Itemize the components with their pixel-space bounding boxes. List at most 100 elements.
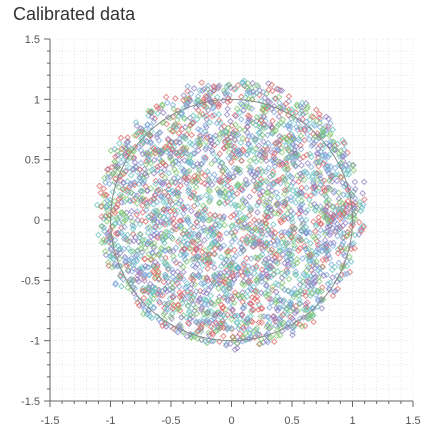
- data-point: [286, 132, 293, 139]
- data-point: [129, 225, 137, 233]
- data-point: [317, 181, 325, 188]
- data-point: [284, 324, 291, 331]
- data-point: [233, 271, 240, 279]
- data-point: [190, 189, 198, 197]
- data-point: [275, 304, 283, 312]
- data-point: [197, 126, 204, 134]
- data-point: [210, 312, 218, 319]
- data-point: [248, 294, 256, 301]
- data-point: [315, 274, 323, 281]
- data-point: [182, 169, 189, 177]
- data-point: [272, 229, 279, 237]
- data-point: [243, 151, 251, 158]
- data-point: [181, 233, 189, 241]
- data-point: [198, 323, 205, 331]
- data-point: [162, 323, 170, 330]
- data-point: [281, 190, 288, 198]
- data-point: [208, 140, 216, 147]
- data-point: [105, 262, 112, 269]
- data-point: [233, 190, 241, 197]
- data-point: [223, 82, 231, 90]
- data-point: [187, 90, 195, 98]
- data-point: [216, 135, 223, 142]
- data-point: [114, 162, 121, 170]
- data-point: [100, 185, 108, 193]
- data-point: [138, 302, 146, 310]
- data-point: [193, 310, 200, 317]
- data-point: [191, 143, 199, 150]
- data-point: [157, 147, 164, 155]
- data-point: [252, 121, 259, 129]
- data-point: [293, 123, 300, 131]
- data-point: [120, 235, 128, 242]
- data-point: [211, 245, 219, 252]
- data-point: [256, 134, 264, 141]
- data-point: [208, 160, 215, 168]
- data-point: [212, 318, 219, 326]
- data-point: [254, 254, 261, 262]
- data-point: [164, 135, 172, 143]
- data-point: [296, 296, 303, 304]
- data-point: [256, 190, 264, 198]
- data-point: [253, 226, 260, 234]
- x-tick-label: 0: [228, 415, 234, 427]
- data-point: [215, 111, 223, 118]
- data-point: [227, 185, 235, 192]
- data-point: [301, 136, 308, 144]
- data-point: [199, 248, 206, 256]
- data-point: [320, 184, 328, 192]
- data-point: [195, 195, 202, 202]
- data-point: [263, 189, 270, 197]
- data-point: [295, 178, 303, 185]
- data-point: [259, 246, 267, 254]
- data-point: [155, 251, 163, 259]
- data-point: [351, 215, 359, 223]
- data-point: [228, 315, 235, 323]
- data-point: [234, 180, 242, 188]
- data-point: [297, 145, 305, 153]
- data-point: [148, 113, 156, 121]
- data-point: [115, 262, 123, 270]
- data-point: [300, 314, 307, 321]
- data-point: [188, 178, 196, 186]
- data-point: [169, 269, 177, 276]
- data-point: [291, 225, 298, 233]
- data-point: [295, 191, 303, 198]
- data-point: [242, 181, 250, 188]
- data-point: [311, 184, 318, 191]
- data-point: [184, 319, 192, 327]
- data-point: [291, 150, 299, 157]
- data-point: [226, 171, 233, 178]
- data-point: [137, 125, 145, 132]
- data-point: [295, 116, 303, 124]
- data-point: [309, 257, 317, 264]
- data-point: [333, 224, 341, 232]
- data-point: [198, 336, 205, 344]
- data-point: [111, 145, 119, 153]
- data-point: [158, 233, 166, 240]
- data-point: [346, 253, 353, 261]
- data-point: [359, 189, 366, 197]
- data-point: [329, 242, 337, 250]
- data-point: [202, 146, 209, 153]
- data-point: [273, 85, 281, 93]
- data-point: [187, 152, 194, 159]
- data-point: [210, 272, 218, 280]
- data-point: [335, 259, 343, 267]
- data-point: [267, 295, 275, 303]
- data-point: [205, 255, 213, 262]
- data-point: [340, 146, 348, 153]
- data-point: [329, 292, 337, 300]
- data-point: [134, 144, 142, 151]
- data-point: [319, 151, 327, 159]
- data-point: [124, 187, 131, 194]
- data-point: [185, 189, 193, 197]
- data-point: [119, 179, 127, 187]
- data-point: [331, 145, 338, 153]
- data-point: [334, 249, 342, 257]
- data-point: [186, 331, 194, 338]
- data-point: [335, 195, 343, 203]
- data-point: [170, 105, 177, 113]
- data-point: [118, 149, 126, 157]
